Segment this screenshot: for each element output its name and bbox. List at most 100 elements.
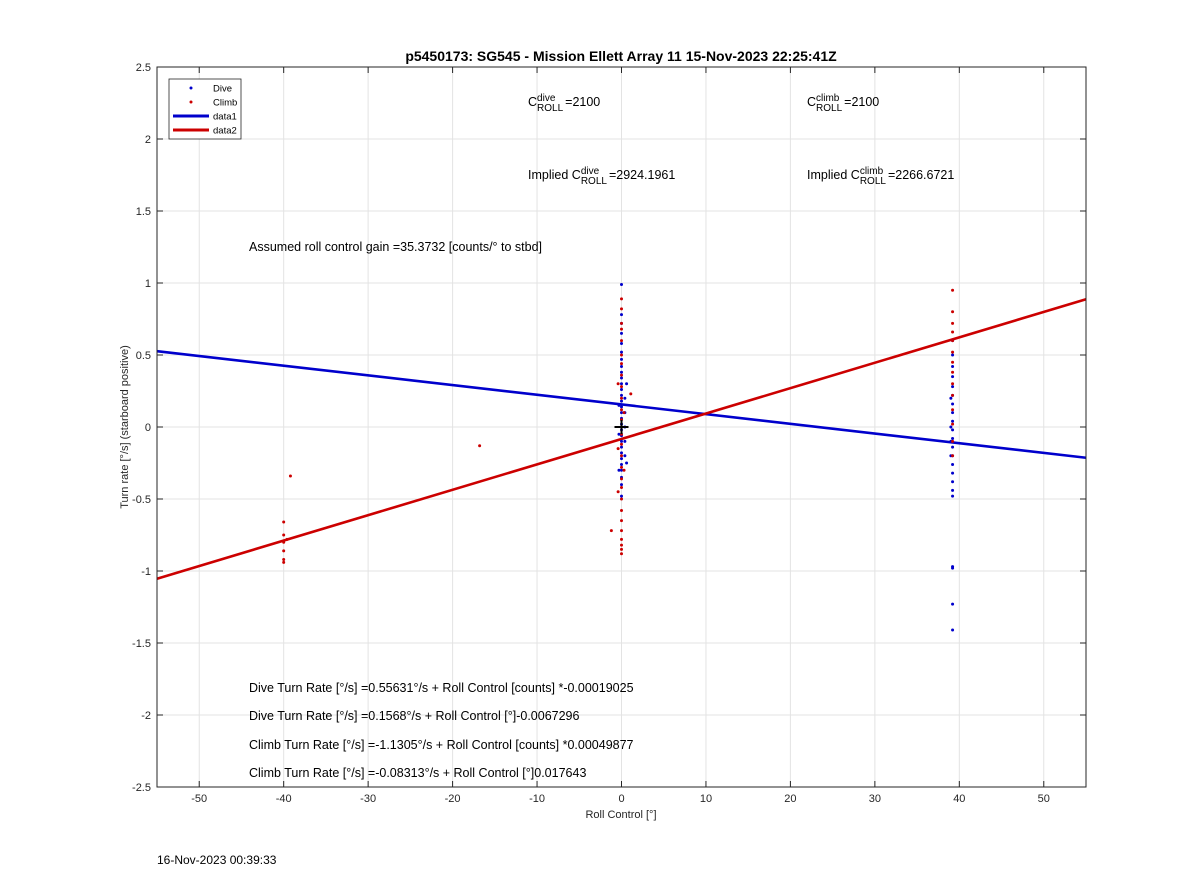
dive-point	[620, 370, 623, 374]
dive-point	[951, 488, 955, 492]
climb-point	[622, 468, 626, 472]
dive-eq-degrees: Dive Turn Rate [°/s] =0.1568°/s + Roll C…	[249, 709, 579, 723]
y-tick-label: 2	[145, 134, 151, 146]
climb-point	[616, 382, 620, 386]
dive-point	[951, 365, 955, 369]
y-tick-label: -2.5	[132, 782, 151, 794]
c-roll-climb: Cclimb ROLL =2100	[807, 93, 879, 114]
dive-point	[951, 385, 955, 389]
x-tick-label: 40	[953, 793, 965, 805]
climb-point	[622, 411, 626, 415]
x-tick-label: -50	[191, 793, 207, 805]
dive-point	[951, 353, 955, 357]
dive-point	[620, 411, 623, 415]
x-tick-label: -20	[445, 793, 461, 805]
dive-point	[623, 454, 627, 458]
dive-point	[951, 428, 955, 432]
dive-eq-counts: Dive Turn Rate [°/s] =0.55631°/s + Roll …	[249, 681, 634, 695]
y-tick-label: 1	[145, 278, 151, 290]
climb-point	[620, 339, 623, 343]
chart-title: p5450173: SG545 - Mission Ellett Array 1…	[405, 48, 837, 64]
dive-point	[620, 365, 623, 369]
climb-point	[620, 362, 623, 366]
roll-gain-text: Assumed roll control gain =35.3732 [coun…	[249, 240, 542, 254]
fit-line-data2	[156, 297, 1087, 580]
x-tick-label: -10	[529, 793, 545, 805]
climb-point	[951, 350, 955, 354]
origin-marker	[614, 420, 629, 434]
climb-point	[620, 373, 623, 377]
climb-point	[951, 382, 955, 386]
climb-point	[282, 560, 286, 564]
climb-point	[282, 520, 286, 524]
dive-point	[949, 425, 953, 429]
dive-point	[620, 282, 623, 286]
annotations: Cdive ROLL =2100 Cclimb ROLL =2100 Implied Cdi…	[249, 93, 954, 780]
x-tick-label: -30	[360, 793, 376, 805]
c-roll-dive: Cdive ROLL =2100	[528, 93, 600, 114]
climb-point	[951, 339, 955, 343]
legend: Dive Climb data1 data2	[168, 78, 242, 140]
dive-point	[951, 566, 955, 570]
dive-point	[620, 350, 623, 354]
y-tick-label: 0.5	[136, 350, 151, 362]
dive-point	[951, 445, 955, 449]
dive-point	[620, 399, 623, 403]
dive-point	[620, 341, 623, 345]
dive-point	[951, 628, 955, 632]
implied-c-roll-dive: Implied Cdive ROLL =2924.1961	[528, 166, 675, 187]
legend-label-dive: Dive	[213, 84, 232, 95]
dive-point	[623, 396, 627, 400]
implied-c-roll-climb: Implied Cclimb ROLL =2266.6721	[807, 166, 954, 187]
dive-point	[620, 451, 623, 455]
dive-point	[951, 462, 955, 466]
y-tick-label: 0	[145, 422, 151, 434]
y-axis-ticks: -2.5 -2 -1.5 -1 -0.5 0 0.5 1 1.5 2 2.5	[132, 62, 1086, 794]
fit-lines	[156, 297, 1087, 580]
y-tick-label: -0.5	[132, 494, 151, 506]
dive-point	[951, 375, 955, 379]
climb-point	[282, 549, 286, 553]
dive-point	[620, 483, 623, 487]
dive-point	[951, 419, 955, 423]
climb-point	[282, 557, 286, 561]
climb-point	[620, 442, 623, 446]
climb-point	[951, 408, 955, 412]
climb-point	[951, 439, 955, 443]
dive-point	[623, 439, 627, 443]
climb-point	[629, 392, 633, 396]
climb-point	[620, 552, 623, 556]
dive-point	[951, 494, 955, 498]
legend-label-data2: data2	[213, 126, 237, 137]
climb-point	[478, 444, 482, 448]
climb-point	[951, 393, 955, 397]
dive-point	[620, 405, 623, 409]
climb-point	[620, 547, 623, 551]
x-tick-label: 0	[618, 793, 624, 805]
climb-point	[620, 485, 623, 489]
x-axis-label: Roll Control [°]	[585, 809, 656, 821]
y-tick-label: 1.5	[136, 206, 151, 218]
dive-point	[620, 457, 623, 461]
climb-point	[620, 454, 623, 458]
climb-point	[620, 529, 623, 533]
dive-point	[620, 382, 623, 386]
climb-point	[620, 477, 623, 481]
climb-point	[620, 543, 623, 547]
climb-point	[620, 519, 623, 523]
climb-point	[951, 454, 955, 458]
dive-point	[951, 402, 955, 406]
climb-point	[620, 465, 623, 469]
dive-point	[620, 331, 623, 335]
climb-point	[620, 509, 623, 513]
x-tick-label: 50	[1038, 793, 1050, 805]
scatter-points	[282, 282, 955, 632]
dive-point	[620, 468, 623, 472]
climb-point	[951, 422, 955, 426]
legend-label-data1: data1	[213, 112, 237, 123]
climb-point	[951, 330, 955, 334]
legend-symbol-climb	[189, 100, 193, 104]
dive-point	[617, 403, 621, 407]
dive-point	[951, 480, 955, 484]
climb-point	[282, 533, 286, 537]
